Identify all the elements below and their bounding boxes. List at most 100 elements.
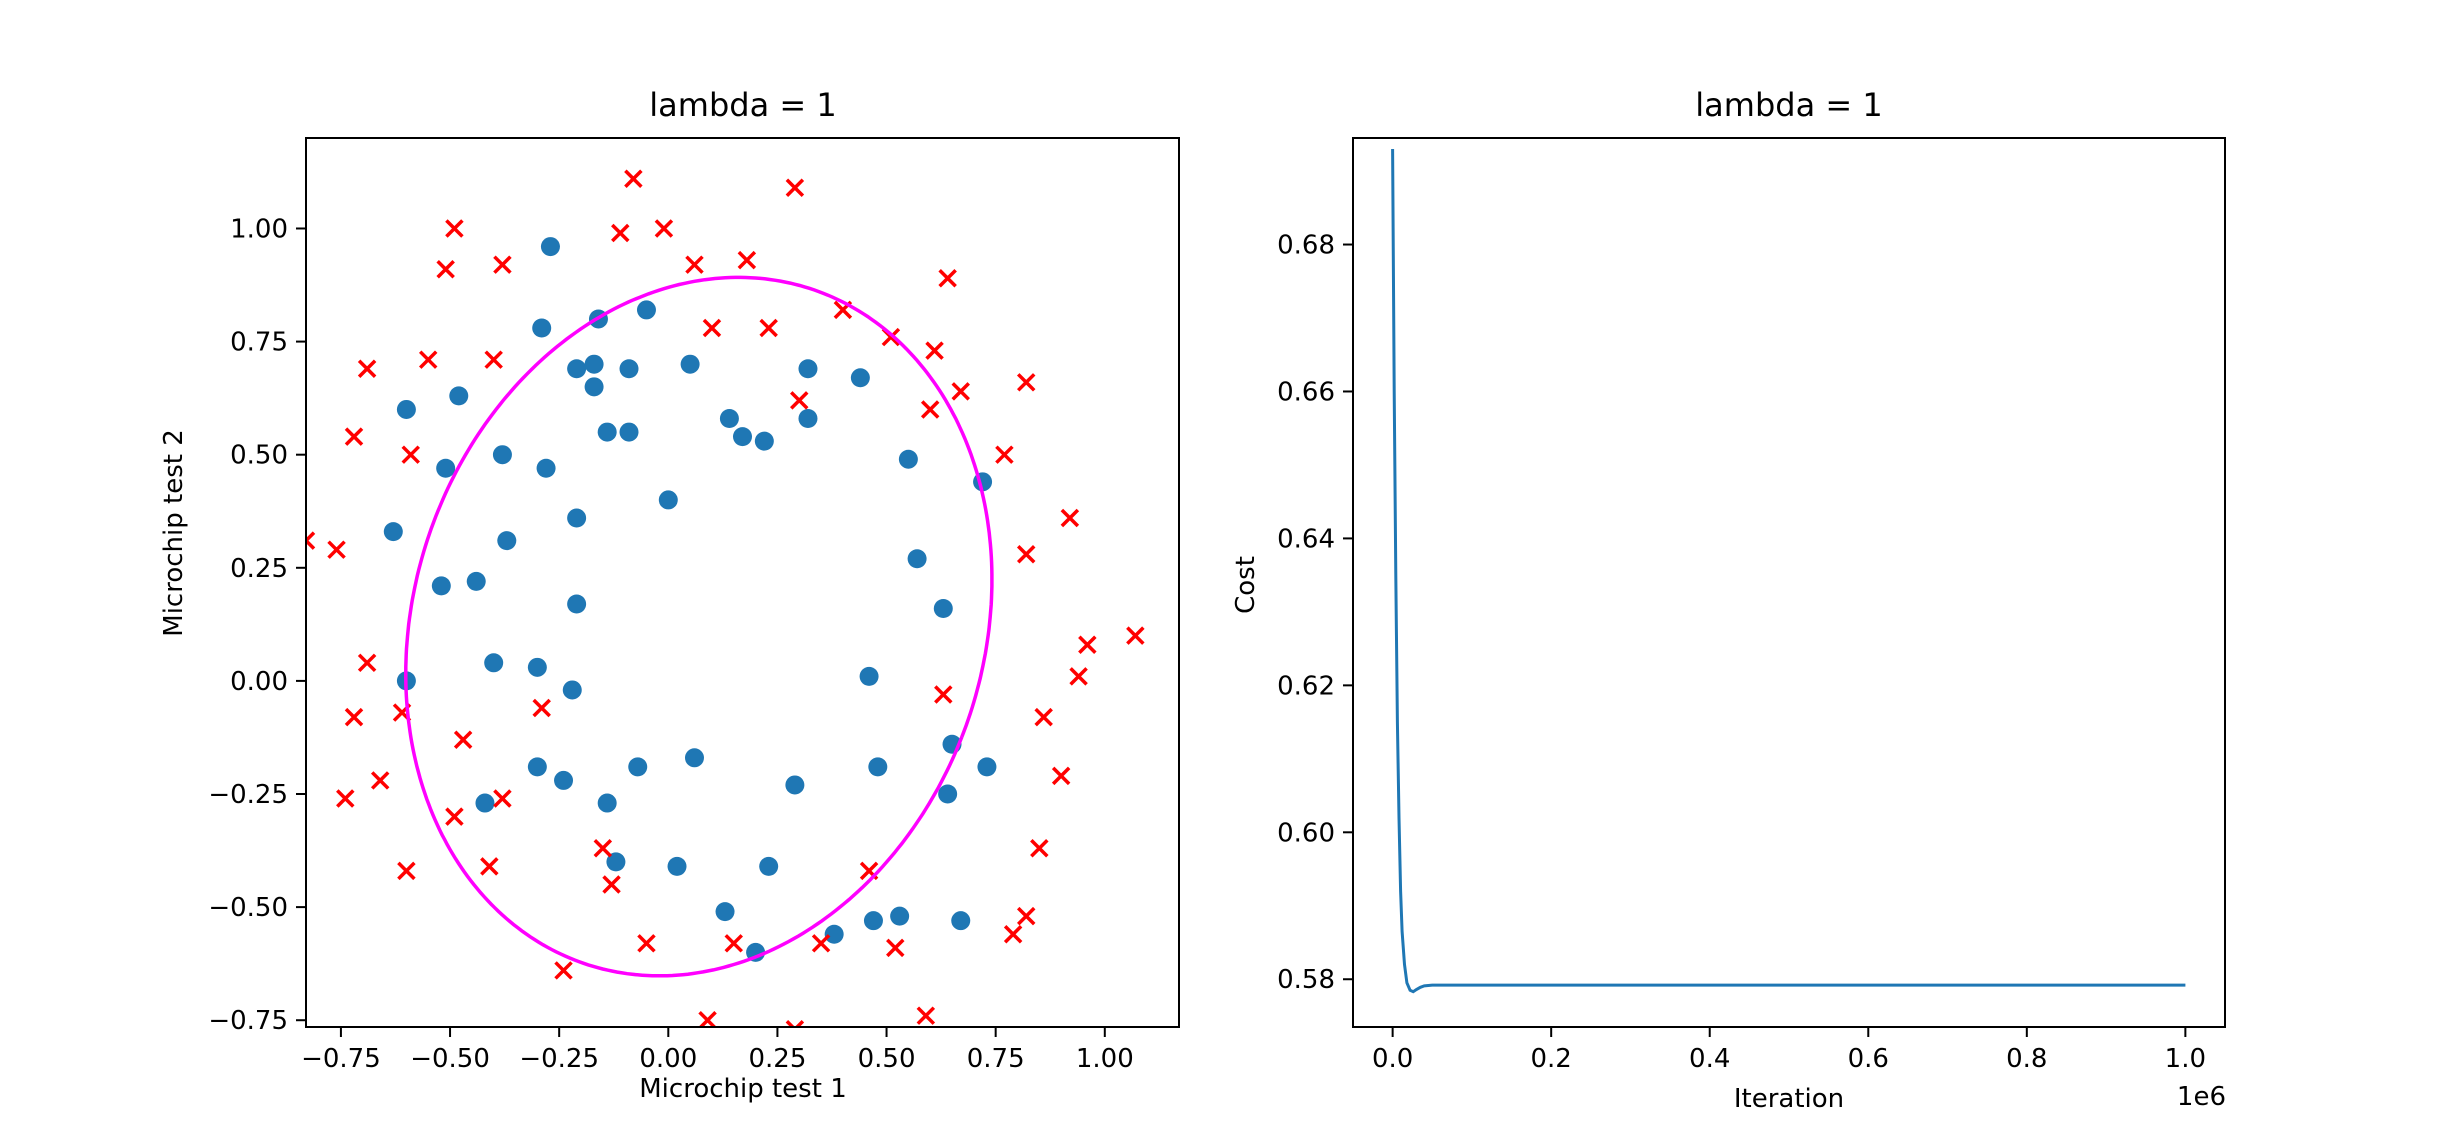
rejected-point [1016,373,1036,392]
accepted-point [619,422,639,442]
accepted-point [798,359,818,379]
rejected-point [934,685,953,704]
accepted-point [933,599,953,619]
rejected-point [811,934,831,953]
rejected-point [925,341,944,360]
y-tick-label: 0.66 [1277,377,1335,407]
accepted-point [554,770,574,790]
accepted-point [684,748,704,768]
rejected-point [418,350,438,369]
rejected-point [737,250,757,270]
x-tick-label: 0.50 [858,1044,916,1074]
x-tick-label: 0.4 [1689,1044,1730,1074]
accepted-point [977,757,997,777]
rejected-point [1126,626,1145,645]
accepted-point [824,924,844,944]
x-tick-label: 1.00 [1076,1044,1134,1074]
accepted-point [658,490,678,510]
x-tick-label: −0.25 [519,1044,599,1074]
y-tick-label: −0.50 [208,893,288,923]
accepted-point [907,549,927,569]
rejected-point [759,318,778,338]
x-tick-label: 0.6 [1848,1044,1889,1074]
rejected-point [344,707,364,727]
rejected-point [1016,544,1036,564]
y-tick-label: 0.68 [1277,231,1335,261]
accepted-point [475,793,495,813]
rejected-point [344,427,364,446]
x-multiplier-label: 1e6 [2177,1082,2226,1112]
accepted-point [597,422,617,442]
rejected-point [1016,906,1036,926]
rejected-point [453,730,473,749]
accepted-point [719,408,739,428]
x-tick-label: 0.8 [2006,1044,2047,1074]
y-tick-label: −0.75 [208,1006,288,1036]
y-ticks: 0.58 0.60 0.62 0.64 0.66 0.68 [1277,231,1353,995]
accepted-point [898,449,918,469]
accepted-point [850,368,870,388]
x-tick-label: 0.0 [1372,1044,1413,1074]
y-axis-label: Microchip test 2 [159,429,189,636]
accepted-point [436,458,456,478]
y-ticks: −0.75 −0.50 −0.25 0.00 0.25 0.50 0.75 1.00 [208,214,306,1036]
accepted-point [597,793,617,813]
accepted-point [492,445,512,465]
chart-title: lambda = 1 [649,86,836,124]
y-tick-label: 0.62 [1277,671,1335,701]
rejected-point [637,934,656,953]
rejected-point [685,255,704,274]
y-tick-label: 1.00 [230,214,288,244]
y-tick-label: 0.50 [230,441,288,471]
rejected-point [1078,635,1097,654]
rejected-point [886,938,905,958]
accepted-point [606,852,626,872]
rejected-point [397,861,416,881]
rejected-point [920,400,940,419]
rejected-point [493,255,512,274]
accepted-point [567,594,587,614]
rejected-point [995,445,1014,464]
rejected-point [785,178,805,198]
accepted-point [449,386,469,406]
rejected-point [327,540,346,559]
accepted-point [527,757,547,777]
rejected-point [554,961,573,980]
rejected-point [480,857,499,876]
rejected-point [532,698,551,718]
y-tick-label: 0.58 [1277,965,1335,995]
x-ticks: −0.75 −0.50 −0.25 0.00 0.25 0.50 0.75 1.00 [301,1027,1134,1074]
cost-chart: lambda = 1 Iteration Cost 1e6 0.0 0.2 0.4 0… [1231,86,2226,1114]
rejected-point [654,219,674,238]
plot-marks [306,169,1145,1027]
plot-marks [1391,148,2186,994]
accepted-point [584,377,604,397]
accepted-point [431,576,451,596]
accepted-point [466,571,486,591]
rejected-point [1051,766,1071,786]
rejected-point [436,259,455,279]
x-tick-label: 1.0 [2165,1044,2206,1074]
accepted-point [667,856,687,876]
accepted-point [584,354,604,374]
x-tick-label: 0.2 [1531,1044,1572,1074]
accepted-point [798,408,818,428]
accepted-point [628,757,648,777]
rejected-point [445,807,464,826]
plot-frame [1352,137,2226,1028]
accepted-point [890,906,910,926]
rejected-point [401,445,420,464]
accepted-point [680,354,700,374]
rejected-point [1003,925,1023,944]
rejected-point [602,875,621,894]
y-tick-label: 0.75 [230,328,288,358]
rejected-point [357,653,377,673]
accepted-point [863,911,883,931]
x-ticks: 0.0 0.2 0.4 0.6 0.8 1.0 [1372,1027,2206,1074]
rejected-point [593,839,613,858]
accepted-point [868,757,888,777]
rejected-point [611,223,630,243]
rejected-point [624,169,643,188]
accepted-point [484,653,504,673]
rejected-point [445,219,464,238]
